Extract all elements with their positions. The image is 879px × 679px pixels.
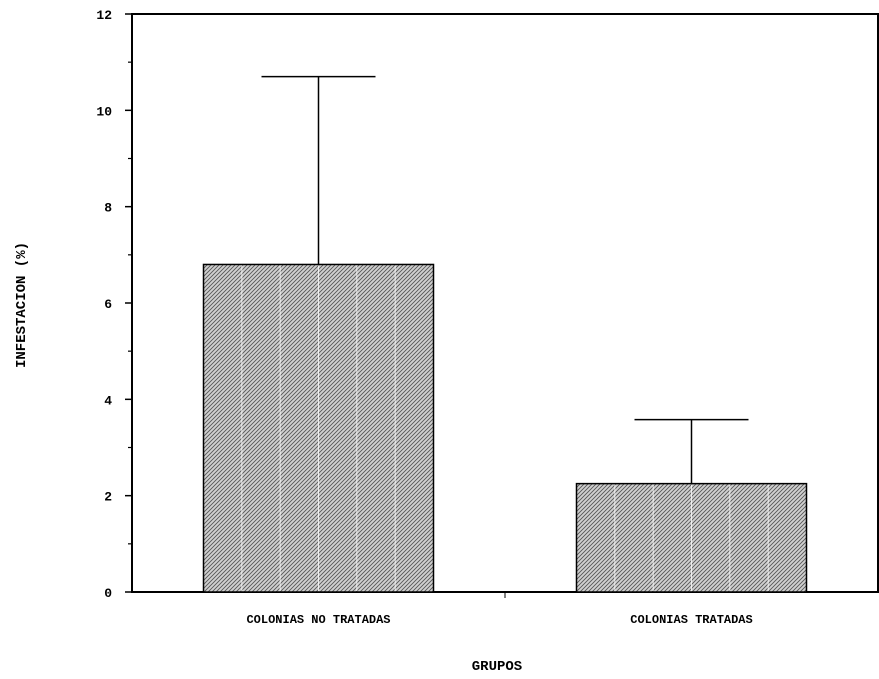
y-tick-label: 8: [104, 201, 112, 216]
bar-texture-2: [614, 484, 769, 591]
y-axis-title: INFESTACION (%): [14, 242, 30, 368]
x-axis-title: GRUPOS: [472, 659, 522, 675]
error-bars-group: [261, 75, 749, 484]
y-tick-label: 6: [104, 297, 112, 312]
x-category-label: COLONIAS NO TRATADAS: [246, 613, 390, 627]
bar-texture-1: [241, 265, 396, 591]
y-axis-ticks: 0 2 4 6 8 10 12: [96, 8, 132, 601]
y-tick-label: 10: [96, 104, 112, 119]
bars-group: [202, 263, 808, 593]
y-tick-label: 2: [104, 490, 112, 505]
x-category-label: COLONIAS TRATADAS: [630, 613, 752, 627]
x-axis-categories: COLONIAS NO TRATADAS COLONIAS TRATADAS: [246, 592, 753, 627]
y-tick-label: 12: [96, 8, 112, 23]
y-tick-label: 4: [104, 393, 112, 408]
y-tick-label: 0: [104, 586, 112, 601]
